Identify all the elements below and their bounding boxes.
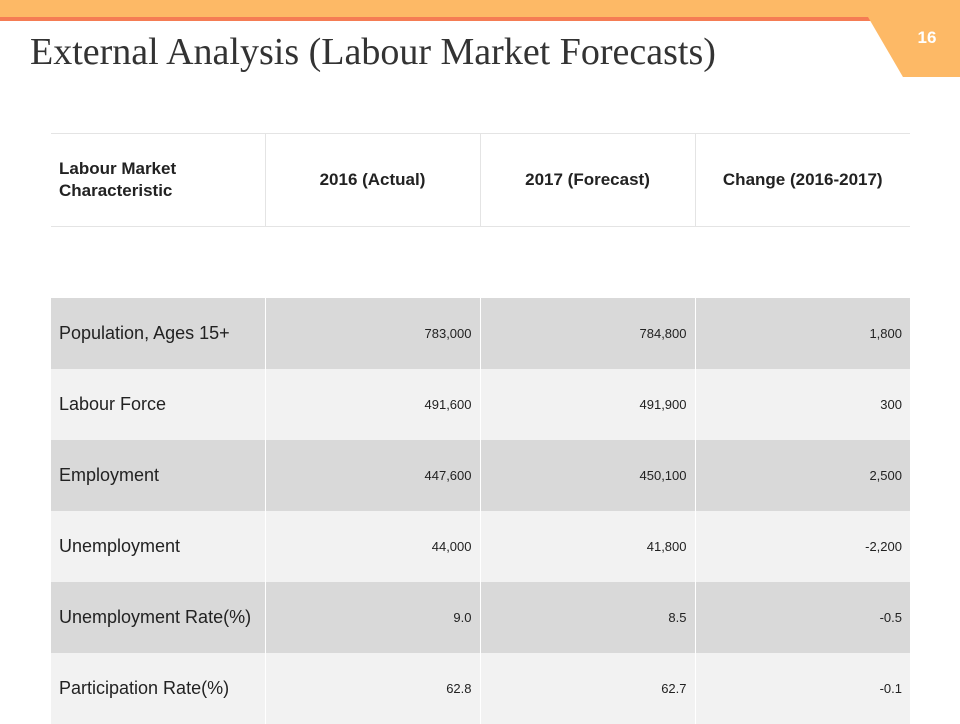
cell-2017: 62.7 (480, 652, 696, 724)
cell-change: 2,500 (695, 439, 910, 511)
row-label: Unemployment (51, 510, 266, 582)
table-row: Participation Rate(%) 62.8 62.7 -0.1 (51, 652, 910, 724)
cell-change: 300 (695, 368, 910, 440)
cell-2016: 491,600 (265, 368, 481, 440)
labour-market-table: Labour Market Characteristic 2016 (Actua… (51, 133, 910, 724)
page-number: 16 (917, 28, 937, 47)
row-label: Participation Rate(%) (51, 652, 266, 724)
cell-2016: 447,600 (265, 439, 481, 511)
cell-2016: 9.0 (265, 581, 481, 653)
cell-2017: 491,900 (480, 368, 696, 440)
row-label: Labour Force (51, 368, 266, 440)
table-row: Population, Ages 15+ 783,000 784,800 1,8… (51, 297, 910, 369)
header-characteristic: Labour Market Characteristic (51, 133, 266, 227)
cell-change: 1,800 (695, 297, 910, 369)
slide-title: External Analysis (Labour Market Forecas… (30, 31, 716, 73)
row-label: Employment (51, 439, 266, 511)
top-decorative-bar (0, 0, 960, 17)
table-row: Unemployment Rate(%) 9.0 8.5 -0.5 (51, 581, 910, 653)
cell-change: -0.1 (695, 652, 910, 724)
table-row: Labour Force 491,600 491,900 300 (51, 368, 910, 440)
table-row: Unemployment 44,000 41,800 -2,200 (51, 510, 910, 582)
cell-2016: 783,000 (265, 297, 481, 369)
cell-2017: 784,800 (480, 297, 696, 369)
row-label: Unemployment Rate(%) (51, 581, 266, 653)
cell-2017: 41,800 (480, 510, 696, 582)
table-header-row: Labour Market Characteristic 2016 (Actua… (51, 133, 910, 227)
header-change: Change (2016-2017) (695, 133, 910, 227)
row-label: Population, Ages 15+ (51, 297, 266, 369)
cell-2016: 44,000 (265, 510, 481, 582)
cell-change: -0.5 (695, 581, 910, 653)
cell-2017: 8.5 (480, 581, 696, 653)
top-accent-line (0, 17, 880, 21)
header-2016-actual: 2016 (Actual) (265, 133, 481, 227)
header-2017-forecast: 2017 (Forecast) (480, 133, 696, 227)
table-row: Employment 447,600 450,100 2,500 (51, 439, 910, 511)
cell-change: -2,200 (695, 510, 910, 582)
cell-2016: 62.8 (265, 652, 481, 724)
table-spacer (51, 226, 910, 298)
cell-2017: 450,100 (480, 439, 696, 511)
